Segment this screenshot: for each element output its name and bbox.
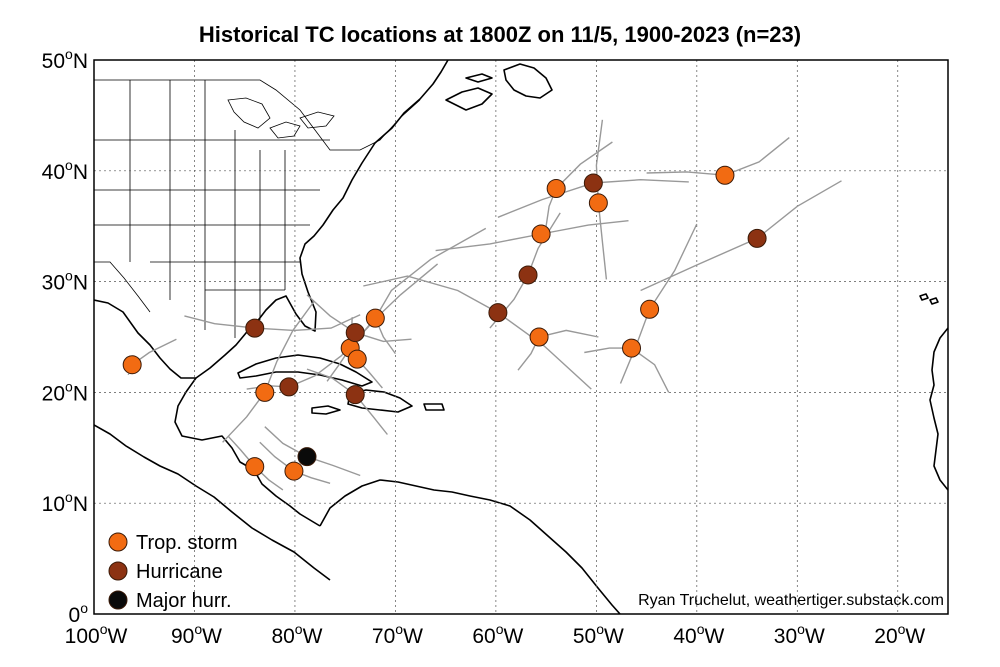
y-tick-label-2: 20oN [42, 378, 88, 405]
point-ts-7 [529, 327, 549, 347]
west-africa-coastline [929, 327, 948, 491]
x-tick-label-1: 90oW [171, 621, 222, 648]
point-ts-11 [640, 299, 660, 319]
legend-marker-hu [108, 561, 128, 581]
map-title: Historical TC locations at 1800Z on 11/5… [198, 22, 802, 47]
point-ts-3 [284, 461, 304, 481]
y-tick-label-0: 0o [69, 600, 89, 627]
legend-marker-mh [108, 590, 128, 610]
nova-scotia-outline [445, 87, 493, 111]
us-mexico-border [94, 261, 151, 313]
legend-marker-ts [108, 532, 128, 552]
pei-outline [465, 73, 493, 83]
storm-track-7 [184, 314, 361, 332]
point-ts-1 [255, 382, 275, 402]
south-america-coastline [319, 479, 621, 614]
x-tick-label-0: 100oW [65, 621, 128, 648]
point-ts-6 [365, 308, 385, 328]
point-ts-5 [347, 349, 367, 369]
point-hu-7 [747, 228, 767, 248]
point-mh-0 [297, 447, 317, 467]
us-canada-border [94, 79, 421, 151]
coastlines-layer [94, 60, 948, 614]
point-ts-8 [531, 224, 551, 244]
x-tick-label-2: 80oW [271, 621, 322, 648]
point-hu-6 [583, 173, 603, 193]
canary-islands [919, 293, 939, 305]
point-hu-4 [488, 303, 508, 323]
state-lines-v [129, 80, 286, 338]
puerto-rico-outline [423, 403, 445, 411]
y-tick-label-4: 40oN [42, 157, 88, 184]
point-hu-3 [345, 385, 365, 405]
point-ts-2 [245, 457, 265, 477]
jamaica-outline [311, 405, 341, 415]
great-lakes-outline [227, 97, 335, 139]
point-ts-10 [588, 193, 608, 213]
x-tick-label-3: 70oW [372, 621, 423, 648]
y-tick-label-5: 50oN [42, 46, 88, 73]
pacific-central-america-coastline [94, 424, 331, 581]
x-tick-label-8: 20oW [874, 621, 925, 648]
state-lines-h [94, 139, 330, 291]
y-tick-label-3: 30oN [42, 268, 88, 295]
x-tick-label-5: 50oW [573, 621, 624, 648]
point-hu-0 [245, 318, 265, 338]
legend-label-ts: Trop. storm [136, 532, 238, 554]
point-hu-2 [345, 323, 365, 343]
hispaniola-outline [347, 389, 413, 413]
storm-points-layer [122, 165, 767, 481]
axis-ticks: 100oW 90oW 80oW 70oW 60oW 50oW 40oW 30oW 20oW 0o 1… [42, 46, 926, 648]
storm-track-12 [363, 275, 592, 390]
newfoundland-outline [503, 63, 553, 99]
graticule-grid [94, 60, 948, 614]
state-borders-layer [94, 79, 421, 338]
cuba-outline [237, 354, 373, 387]
storm-track-11 [374, 227, 487, 355]
plot-frame [93, 59, 949, 615]
legend-label-hu: Hurricane [136, 561, 223, 583]
storm-track-1 [222, 301, 315, 443]
point-hu-5 [518, 265, 538, 285]
north-america-coastline [94, 60, 449, 379]
x-tick-label-4: 60oW [472, 621, 523, 648]
point-ts-13 [715, 165, 735, 185]
y-tick-label-1: 10oN [42, 489, 88, 516]
x-tick-label-6: 40oW [673, 621, 724, 648]
x-tick-label-7: 30oW [774, 621, 825, 648]
credit-text: Ryan Truchelut, weathertiger.substack.co… [638, 592, 944, 609]
storm-track-19 [619, 223, 698, 384]
point-hu-1 [279, 377, 299, 397]
legend-label-mh: Major hurr. [136, 590, 232, 612]
storm-track-22 [640, 180, 842, 292]
point-ts-9 [546, 179, 566, 199]
point-ts-12 [622, 338, 642, 358]
legend: Trop. storm Hurricane Major hurr. [108, 532, 238, 612]
point-ts-0 [122, 355, 142, 375]
